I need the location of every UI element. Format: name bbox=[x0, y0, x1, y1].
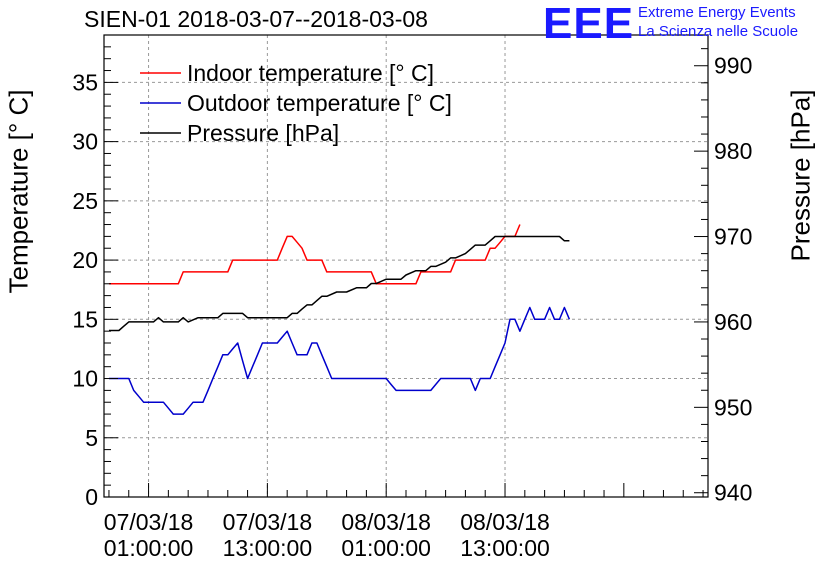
y-tick-label: 0 bbox=[85, 484, 98, 510]
y-tick-label: 5 bbox=[85, 425, 98, 451]
grid bbox=[104, 35, 708, 497]
y2-tick-label: 970 bbox=[714, 224, 752, 250]
right-axis: 940 950 960 970 980 990 bbox=[694, 48, 752, 506]
series-layer bbox=[109, 224, 571, 415]
y-tick-label: 15 bbox=[72, 306, 98, 332]
x-tick-date: 07/03/18 bbox=[104, 509, 194, 535]
x-tick-time: 01:00:00 bbox=[341, 535, 431, 561]
eee-logo: EEE bbox=[543, 0, 635, 48]
x-tick-time: 01:00:00 bbox=[104, 535, 194, 561]
eee-logo-text: Extreme Energy Events La Scienza nelle Sc… bbox=[638, 4, 799, 40]
y2-tick-label: 940 bbox=[714, 480, 752, 506]
y2-tick-label: 980 bbox=[714, 138, 752, 164]
y2-tick-label: 950 bbox=[714, 394, 752, 420]
y-tick-label: 25 bbox=[72, 188, 98, 214]
y-tick-label: 35 bbox=[72, 69, 98, 95]
y-axis-label: Temperature [° C] bbox=[3, 89, 34, 294]
legend-label-2: Outdoor temperature [° C] bbox=[187, 90, 452, 116]
y-tick-label: 10 bbox=[72, 366, 98, 392]
x-tick-date: 08/03/18 bbox=[460, 509, 550, 535]
chart-title: SIEN-01 2018-03-07--2018-03-08 bbox=[84, 6, 428, 32]
x-tick-time: 13:00:00 bbox=[223, 535, 313, 561]
series-line-2 bbox=[109, 306, 571, 415]
legend: Indoor temperature [° C] Outdoor temperat… bbox=[140, 60, 452, 146]
x-tick-date: 07/03/18 bbox=[223, 509, 313, 535]
series-line-1 bbox=[109, 224, 521, 285]
x-axis: 07/03/1801:00:0007/03/1813:00:0008/03/18… bbox=[104, 483, 704, 561]
series-line-3 bbox=[109, 235, 570, 332]
y2-axis-label: Pressure [hPa] bbox=[785, 89, 816, 262]
y2-tick-label: 990 bbox=[714, 53, 752, 79]
x-tick-date: 08/03/18 bbox=[341, 509, 431, 535]
legend-label-1: Indoor temperature [° C] bbox=[187, 60, 434, 86]
legend-label-3: Pressure [hPa] bbox=[187, 120, 339, 146]
left-axis: 0 5 10 15 20 25 30 35 bbox=[72, 46, 118, 510]
y-tick-label: 30 bbox=[72, 129, 98, 155]
x-tick-time: 13:00:00 bbox=[460, 535, 550, 561]
y2-tick-label: 960 bbox=[714, 309, 752, 335]
y-tick-label: 20 bbox=[72, 247, 98, 273]
